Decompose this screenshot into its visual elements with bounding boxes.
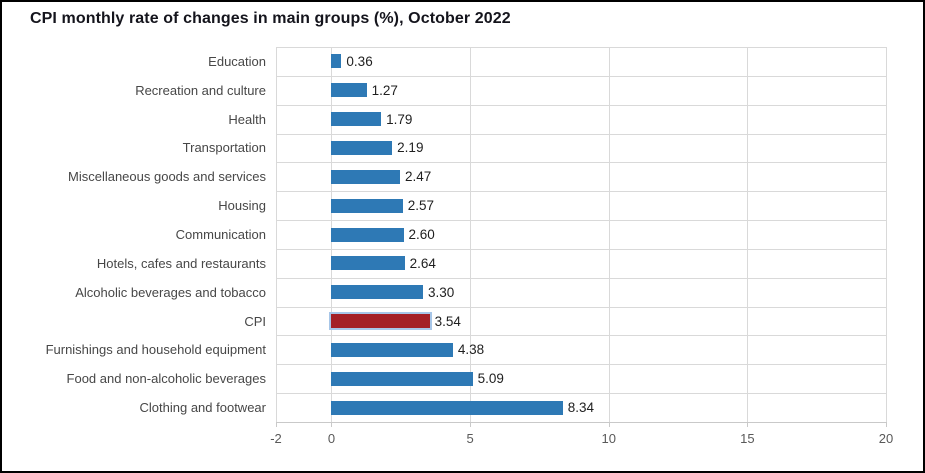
gridline-horizontal (276, 162, 886, 164)
bar-furnishings-and-household-equipment[interactable] (331, 342, 453, 357)
x-axis-tick-label: 15 (740, 431, 755, 446)
bar-alcoholic-beverages-and-tobacco[interactable] (331, 285, 423, 300)
x-axis-tick-label: 0 (327, 431, 336, 446)
value-label-food-and-non-alcoholic-beverages: 5.09 (477, 371, 504, 387)
x-axis-tick-label: 5 (466, 431, 474, 446)
category-axis: Education Recreation and culture Health Tra… (2, 47, 266, 422)
value-label-recreation-and-culture: 1.27 (371, 82, 398, 98)
value-label-alcoholic-beverages-and-tobacco: 3.30 (427, 284, 455, 300)
bar-housing[interactable] (331, 198, 403, 213)
gridline-vertical (470, 47, 472, 422)
gridline-horizontal (276, 75, 886, 77)
gridline-vertical (276, 47, 277, 422)
value-label-hotels-cafes-and-restaurants: 2.64 (409, 255, 436, 271)
gridline-horizontal (276, 220, 886, 222)
chart-title: CPI monthly rate of changes in main grou… (30, 10, 511, 27)
gridline-horizontal (276, 364, 886, 366)
bar-cpi[interactable] (329, 312, 432, 331)
value-label-education: 0.36 (346, 53, 373, 69)
category-label-hotels-cafes-and-restaurants: Hotels, cafes and restaurants (96, 255, 266, 271)
bar-education[interactable] (331, 54, 342, 69)
x-axis-tick-label: 10 (601, 431, 616, 446)
bar-hotels-cafes-and-restaurants[interactable] (331, 256, 405, 271)
category-label-alcoholic-beverages-and-tobacco: Alcoholic beverages and tobacco (75, 284, 266, 300)
gridline-horizontal (276, 133, 886, 135)
x-axis-tick-label: 20 (878, 431, 894, 446)
x-axis-line (276, 422, 886, 423)
value-label-furnishings-and-household-equipment: 4.38 (457, 342, 485, 358)
value-label-housing: 2.57 (407, 198, 434, 214)
category-label-education: Education (208, 53, 266, 69)
x-axis-tick (886, 422, 887, 427)
category-label-communication: Communication (175, 226, 266, 242)
x-axis-tick-label: -2 (270, 431, 282, 446)
gridline-horizontal (276, 191, 886, 193)
value-label-health: 1.79 (386, 111, 413, 127)
bar-health[interactable] (331, 112, 382, 127)
gridline-horizontal (276, 47, 886, 48)
category-label-furnishings-and-household-equipment: Furnishings and household equipment (45, 342, 266, 358)
bar-transportation[interactable] (331, 140, 393, 155)
category-label-transportation: Transportation (182, 140, 266, 156)
value-label-communication: 2.60 (408, 226, 435, 242)
category-label-clothing-and-footwear: Clothing and footwear (139, 400, 266, 416)
x-axis-tick (470, 422, 472, 427)
value-label-clothing-and-footwear: 8.34 (567, 400, 594, 416)
category-label-housing: Housing (218, 198, 266, 214)
x-axis-tick (747, 422, 749, 427)
x-axis-tick (276, 422, 277, 427)
gridline-vertical (886, 47, 887, 422)
category-label-food-and-non-alcoholic-beverages: Food and non-alcoholic beverages (66, 371, 266, 387)
bar-miscellaneous-goods-and-services[interactable] (331, 169, 400, 184)
gridline-horizontal (276, 104, 886, 106)
plot-area: -2 0 5 10 15 20 0.36 1.27 1.79 2.19 2.47 2.57 2.60 2.… (270, 47, 893, 446)
bar-communication[interactable] (331, 227, 404, 242)
gridline-vertical (747, 47, 749, 422)
value-label-miscellaneous-goods-and-services: 2.47 (404, 169, 432, 185)
value-label-transportation: 2.19 (397, 140, 424, 156)
bar-recreation-and-culture[interactable] (331, 83, 367, 98)
gridline-horizontal (276, 393, 886, 395)
gridline-horizontal (276, 306, 886, 308)
gridline-horizontal (276, 248, 886, 250)
x-axis-tick (608, 422, 610, 427)
gridline-vertical (608, 47, 610, 422)
x-axis-tick (331, 422, 333, 427)
category-label-cpi: CPI (244, 313, 266, 329)
category-label-health: Health (228, 111, 266, 127)
value-label-cpi: 3.54 (434, 313, 461, 329)
gridline-horizontal (276, 277, 886, 279)
category-label-miscellaneous-goods-and-services: Miscellaneous goods and services (68, 169, 266, 185)
bar-food-and-non-alcoholic-beverages[interactable] (331, 371, 473, 386)
category-label-recreation-and-culture: Recreation and culture (135, 82, 266, 98)
gridline-horizontal (276, 335, 886, 337)
bar-clothing-and-footwear[interactable] (331, 400, 563, 415)
